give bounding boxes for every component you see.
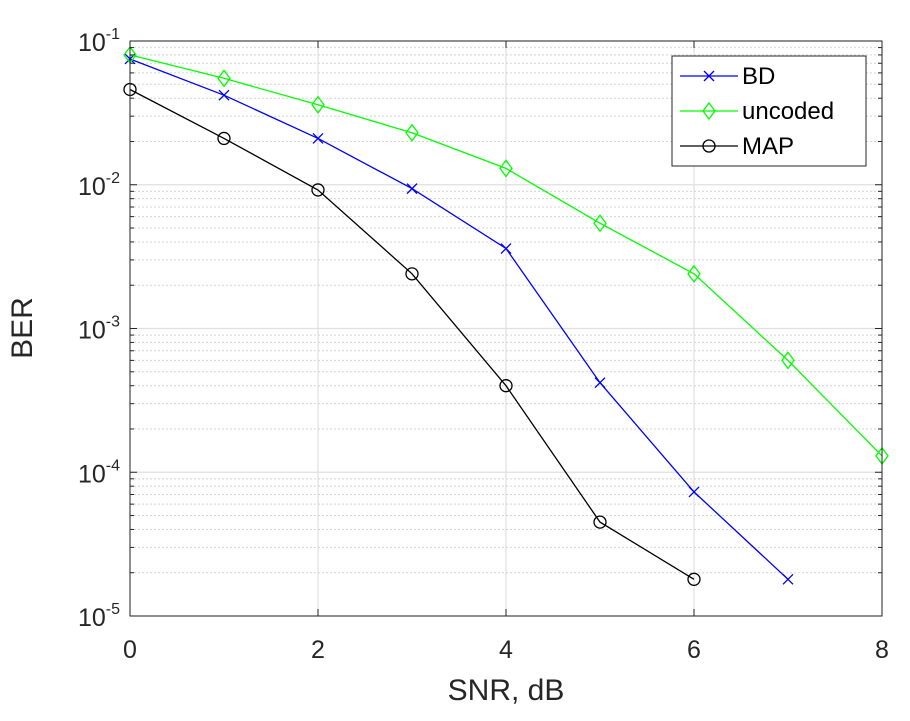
legend-label-map: MAP — [742, 133, 794, 160]
marker-stroke — [594, 377, 606, 389]
data-point-uncoded — [687, 264, 701, 283]
data-point-bd — [782, 573, 794, 585]
data-point-map — [217, 131, 231, 146]
series-uncoded — [123, 45, 889, 465]
marker-stroke — [782, 573, 794, 585]
x-tick-label: 0 — [123, 636, 137, 664]
legend-marker-map — [702, 139, 716, 153]
legend-label-bd: BD — [742, 63, 775, 90]
data-point-map — [593, 515, 607, 529]
data-point-bd — [500, 243, 512, 254]
plot-series — [123, 45, 889, 586]
data-point-bd — [688, 486, 700, 498]
y-tick-label: 10-4 — [78, 457, 120, 488]
data-point-uncoded — [217, 69, 231, 88]
legend-marker-bd — [703, 70, 715, 82]
x-tick-label: 2 — [311, 636, 325, 664]
marker-stroke — [703, 70, 715, 82]
series-bd — [124, 53, 794, 585]
x-axis-label: SNR, dB — [448, 674, 565, 707]
data-point-uncoded — [405, 123, 419, 142]
data-point-uncoded — [311, 95, 325, 114]
y-tick-label: 10-3 — [78, 314, 120, 345]
legend: BD uncoded MAP — [671, 55, 867, 167]
data-point-bd — [312, 132, 324, 144]
legend-label-uncoded: uncoded — [742, 98, 834, 125]
data-point-uncoded — [593, 214, 607, 233]
x-tick-label: 8 — [875, 636, 889, 664]
data-point-bd — [218, 89, 230, 101]
series-line-uncoded — [129, 54, 883, 457]
data-point-map — [687, 572, 701, 586]
marker-stroke — [500, 243, 512, 254]
y-axis-label: BER — [6, 297, 39, 359]
x-tick-label: 6 — [687, 636, 701, 664]
data-point-map — [405, 267, 419, 281]
data-point-bd — [406, 183, 418, 195]
data-point-map — [311, 183, 325, 197]
series-line-bd — [129, 58, 789, 580]
legend-marker-uncoded — [702, 101, 716, 121]
y-tick-label: 10-5 — [78, 601, 120, 632]
data-point-bd — [594, 377, 606, 389]
marker-stroke — [688, 486, 700, 498]
y-tick-label: 10-1 — [78, 26, 120, 57]
marker-stroke — [218, 89, 230, 101]
data-point-uncoded — [781, 351, 795, 370]
marker-stroke — [406, 183, 418, 195]
y-tick-label: 10-2 — [78, 170, 120, 201]
data-point-uncoded — [499, 159, 513, 178]
axis-ticks: 0 2 4 6 8 10-1 10-2 10-3 10-4 10-5 — [78, 26, 889, 664]
data-point-map — [499, 379, 513, 393]
marker-stroke — [312, 132, 324, 144]
series-line-map — [129, 88, 695, 580]
x-tick-label: 4 — [499, 636, 513, 664]
grid — [129, 40, 883, 617]
